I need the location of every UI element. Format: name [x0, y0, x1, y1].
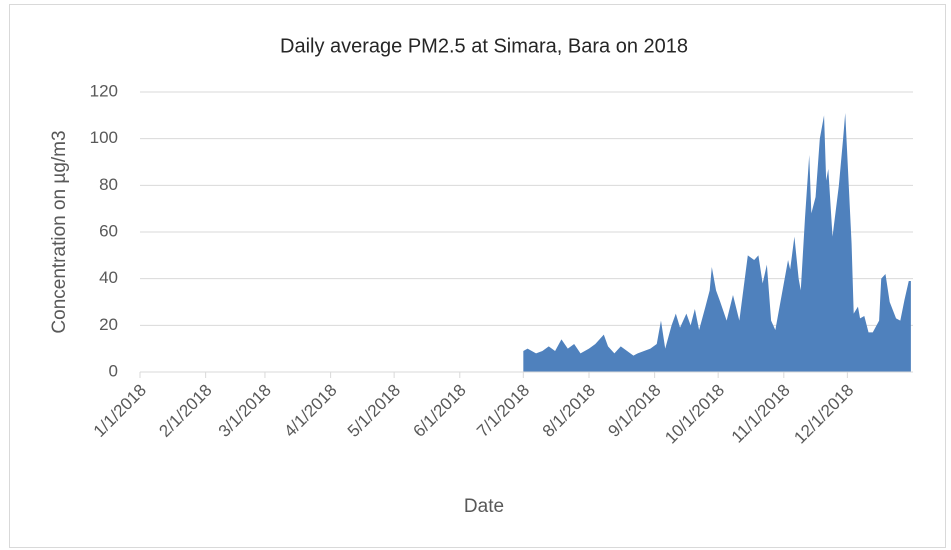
- y-tick-label: 80: [99, 175, 118, 194]
- area: [523, 113, 911, 372]
- y-tick-label: 20: [99, 315, 118, 334]
- chart-title: Daily average PM2.5 at Simara, Bara on 2…: [280, 35, 688, 57]
- x-axis-title: Date: [464, 496, 504, 517]
- y-tick-label: 40: [99, 268, 118, 287]
- y-tick-label: 0: [109, 361, 118, 380]
- y-tick-label: 120: [90, 81, 118, 100]
- y-tick-label: 60: [99, 221, 118, 240]
- y-axis-title: Concentration on µg/m3: [49, 130, 70, 333]
- y-tick-label: 100: [90, 128, 118, 147]
